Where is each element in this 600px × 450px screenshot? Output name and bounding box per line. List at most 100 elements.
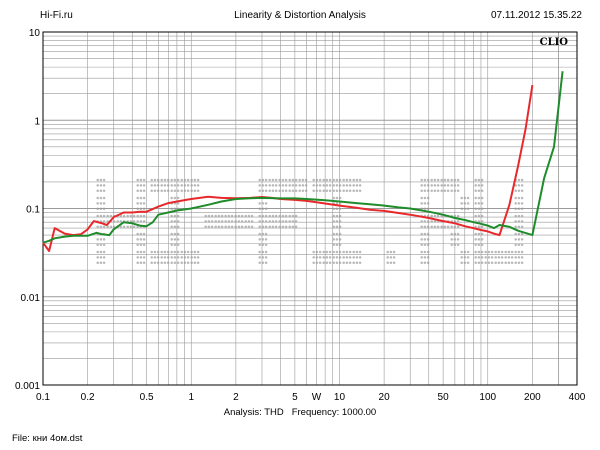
watermark-dot [420,232,423,236]
watermark-dot [450,225,453,229]
watermark-dot [436,225,440,229]
watermark-dot [328,250,332,254]
watermark-dot [460,261,463,265]
watermark-dot [325,250,329,254]
watermark-dot [271,214,275,218]
watermark-dot [163,256,167,259]
watermark-dot [281,178,285,182]
watermark-dot [315,250,319,254]
watermark-dot [99,178,103,182]
watermark-dot [176,189,180,193]
watermark-dot [142,196,146,200]
watermark-dot [153,261,157,265]
watermark-dot [477,243,481,247]
watermark-dot [96,189,99,193]
watermark-dot [160,178,163,182]
y-tick-label: 0.001 [15,381,40,392]
watermark-dot [142,238,146,241]
watermark-dot [190,261,193,265]
watermark-dot [186,256,190,259]
watermark-dot [170,214,173,218]
watermark-dot [136,202,139,205]
watermark-dot [196,178,200,182]
watermark-dot [315,178,319,182]
watermark-dot [480,238,484,241]
watermark-dot [355,261,359,265]
watermark-dot [446,184,450,187]
watermark-dot [230,225,234,229]
watermark-dot [106,214,109,218]
watermark-dot [480,196,484,200]
watermark-dot [106,225,109,229]
watermark-dot [288,189,291,193]
watermark-dot [240,225,244,229]
watermark-dot [99,214,103,218]
watermark-dot [352,250,355,254]
watermark-dot [474,189,477,193]
watermark-dot [142,243,146,247]
analysis-info: Analysis: THD Frequency: 1000.00 [0,407,600,418]
watermark-dot [271,225,275,229]
watermark-dot [183,184,187,187]
watermark-dot [176,243,180,247]
watermark-dot [102,261,106,265]
watermark-dot [183,256,187,259]
y-tick-label: 1 [34,116,40,127]
watermark-dot [480,232,484,236]
watermark-dot [520,256,524,259]
app-name: Hi-Fi.ru [40,10,73,21]
x-tick-label: 50 [438,392,450,403]
watermark-dot [99,189,103,193]
watermark-dot [318,184,322,187]
watermark-dot [170,238,173,241]
watermark-dot [176,196,180,200]
watermark-dot [355,189,359,193]
watermark [96,178,524,265]
watermark-dot [193,261,197,265]
watermark-dot [268,178,271,182]
x-tick-label: 5 [292,392,298,403]
watermark-dot [186,250,190,254]
watermark-dot [271,178,275,182]
watermark-dot [294,178,298,182]
watermark-dot [122,214,126,218]
watermark-dot [517,232,521,236]
watermark-dot [258,250,261,254]
watermark-dot [420,243,423,247]
watermark-dot [196,261,200,265]
watermark-dot [274,178,278,182]
watermark-dot [153,184,157,187]
watermark-dot [420,225,423,229]
watermark-dot [520,184,524,187]
watermark-dot [342,189,345,193]
watermark-dot [480,202,484,205]
watermark-dot [312,189,315,193]
watermark-dot [119,225,123,229]
watermark-dot [139,189,143,193]
watermark-dot [358,250,362,254]
watermark-dot [132,225,136,229]
watermark-dot [335,214,339,218]
watermark-dot [227,214,231,218]
watermark-dot [352,178,355,182]
watermark-dot [423,238,427,241]
watermark-dot [520,261,524,265]
watermark-dot [315,256,319,259]
watermark-dot [487,250,491,254]
watermark-dot [480,189,484,193]
watermark-dot [480,261,484,265]
watermark-dot [190,189,193,193]
watermark-dot [345,189,349,193]
watermark-dot [514,232,517,236]
watermark-dot [423,256,427,259]
watermark-dot [193,189,197,193]
watermark-dot [250,225,254,229]
watermark-dot [474,214,477,218]
watermark-dot [160,250,163,254]
watermark-dot [99,250,103,254]
watermark-dot [193,250,197,254]
watermark-dot [484,250,487,254]
watermark-dot [494,261,497,265]
watermark-dot [268,225,271,229]
watermark-dot [176,238,180,241]
